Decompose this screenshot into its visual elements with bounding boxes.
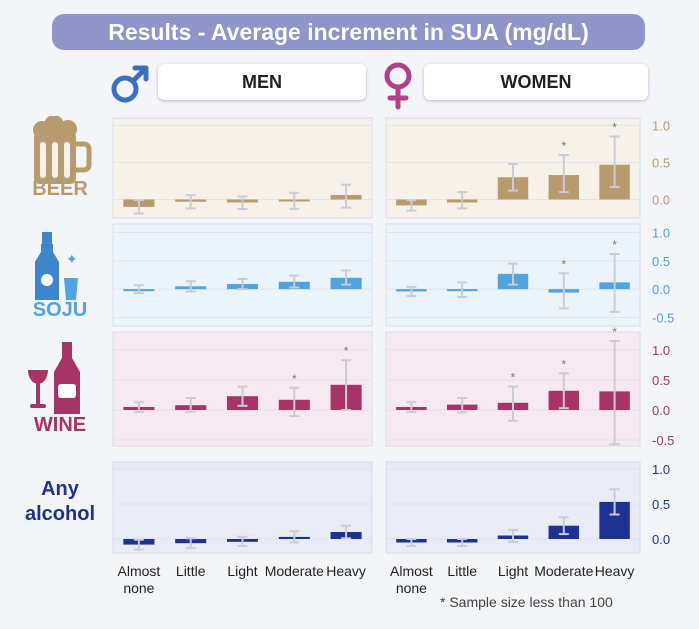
wine-bottle-glass-icon	[28, 342, 80, 414]
y-tick-label: -0.5	[652, 433, 674, 448]
beverage-label-line: alcohol	[25, 503, 95, 525]
y-tick-label: 1.0	[652, 462, 670, 477]
y-tick-label: 0.0	[652, 282, 670, 297]
small-sample-marker: *	[344, 344, 349, 358]
small-sample-marker: *	[561, 139, 566, 153]
beverage-label-1: SOJU	[33, 299, 87, 321]
soju-bottle-icon: ✦	[35, 232, 78, 300]
x-tick-label: Little	[176, 563, 206, 579]
svg-text:✦: ✦	[66, 251, 78, 267]
x-tick-label: Heavy	[326, 563, 366, 579]
x-tick-label: Little	[447, 563, 477, 579]
beverage-label-line: BEER	[32, 178, 88, 200]
y-tick-label: 0.0	[652, 532, 670, 547]
y-tick-label: 0.5	[652, 497, 670, 512]
y-tick-label: 1.0	[652, 226, 670, 241]
x-tick-label: Light	[227, 563, 257, 579]
x-tick-label-line: none	[123, 580, 154, 596]
y-tick-label: 0.0	[652, 403, 670, 418]
y-tick-label: 0.0	[652, 192, 670, 207]
small-sample-marker: *	[612, 238, 617, 252]
y-tick-label: -0.5	[652, 311, 674, 326]
small-sample-marker: *	[561, 357, 566, 371]
beverage-label-2: WINE	[34, 414, 86, 436]
x-tick-label-line: none	[396, 580, 427, 596]
beverage-label-line: SOJU	[33, 299, 87, 321]
small-sample-marker: *	[612, 121, 617, 135]
beverage-label-line: Any	[41, 478, 80, 500]
beverage-label-line: WINE	[34, 414, 86, 436]
y-tick-label: 1.0	[652, 118, 670, 133]
small-sample-marker: *	[612, 325, 617, 339]
x-tick-label-line: Almost	[390, 563, 433, 579]
beer-mug-icon	[33, 116, 92, 184]
y-tick-label: 0.5	[652, 373, 670, 388]
female-symbol-icon	[384, 62, 412, 110]
men-panel-header: MEN	[158, 64, 366, 100]
beverage-label-0: BEER	[32, 178, 88, 200]
x-tick-label: Almost none	[118, 563, 161, 596]
x-tick-label: Moderate	[534, 563, 593, 579]
x-tick-label: Moderate	[265, 563, 324, 579]
male-symbol-icon	[111, 65, 149, 103]
x-tick-label: Heavy	[595, 563, 635, 579]
beverage-label-3: Any alcohol	[25, 478, 95, 525]
x-tick-label: Almost none	[390, 563, 433, 596]
small-sample-marker: *	[511, 371, 516, 385]
women-panel-header: WOMEN	[424, 64, 648, 100]
panel-background	[112, 223, 373, 327]
x-tick-label-line: Almost	[118, 563, 161, 579]
y-tick-label: 1.0	[652, 343, 670, 358]
y-tick-label: 0.5	[652, 155, 670, 170]
small-sample-marker: *	[292, 372, 297, 386]
footnote: * Sample size less than 100	[440, 594, 613, 610]
y-tick-label: 0.5	[652, 254, 670, 269]
x-tick-label: Light	[498, 563, 528, 579]
page-title: Results - Average increment in SUA (mg/d…	[52, 14, 645, 50]
small-sample-marker: *	[561, 257, 566, 271]
